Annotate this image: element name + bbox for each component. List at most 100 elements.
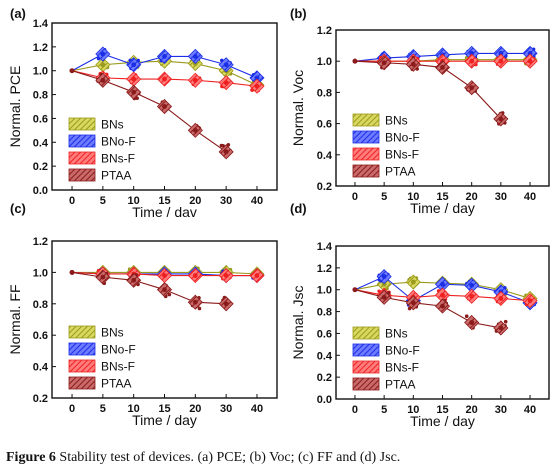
- legend-swatch-bns-f: [68, 151, 96, 165]
- y-tick-label: 0.8: [33, 299, 48, 311]
- data-point: [352, 287, 358, 293]
- data-point: [527, 58, 533, 64]
- y-tick-label: 0.6: [33, 113, 48, 125]
- legend-swatch-bns-f: [68, 359, 96, 373]
- legend-label-bno-f: BNo-F: [101, 135, 136, 149]
- y-tick-label: 0.4: [33, 137, 49, 149]
- data-point: [223, 80, 229, 86]
- y-tick-label: 0.4: [317, 350, 333, 362]
- stability-figure: 0.0 0.2 0.4 0.6 0.8 1.0 1.2 1.4 0 5 10 15 20 30 40 Time…: [7, 6, 550, 429]
- y-tick-label: 0.6: [33, 330, 48, 342]
- panel--a-: 0.0 0.2 0.4 0.6 0.8 1.0 1.2 1.4 0 5 10 15 20 30 40 Time…: [7, 6, 278, 220]
- y-tick-label: 0.6: [317, 119, 332, 131]
- data-point: [100, 77, 106, 83]
- x-axis-title: Time / day: [410, 200, 475, 216]
- x-tick-label: 30: [495, 404, 507, 416]
- y-tick-label: 1.2: [317, 263, 332, 275]
- data-point: [192, 77, 198, 83]
- y-tick-label: 0.8: [317, 87, 332, 99]
- data-point: [410, 279, 416, 285]
- legend-label-ptaa: PTAA: [101, 377, 131, 391]
- data-point: [469, 320, 475, 325]
- y-axis-title: Normal. FF: [7, 285, 23, 355]
- x-tick-label: 20: [466, 404, 478, 416]
- data-point: [440, 65, 445, 70]
- data-point: [131, 277, 137, 283]
- data-point: [192, 299, 198, 305]
- plot-frame: [335, 245, 550, 400]
- caption-text: Stability test of devices. (a) PCE; (b) …: [59, 450, 401, 465]
- x-axis-title: Time / day: [132, 412, 197, 428]
- y-tick-label: 0.6: [317, 328, 332, 340]
- panel--c-: 0.2 0.4 0.6 0.8 1.0 1.2 0 5 10 15 20 30 40 Time / day…: [7, 201, 278, 428]
- x-tick-label: 40: [524, 404, 536, 416]
- data-point: [100, 274, 106, 280]
- legend-swatch-ptaa: [352, 377, 380, 391]
- y-axis-title: Normal. Jsc: [290, 286, 306, 360]
- y-tick-label: 0.2: [33, 161, 48, 173]
- y-tick-label: 0.0: [33, 185, 48, 197]
- legend-swatch-bns: [352, 113, 380, 127]
- data-point: [469, 85, 475, 91]
- x-axis-title: Time / dav: [132, 204, 197, 220]
- legend-swatch-bno-f: [68, 134, 96, 148]
- data-point: [131, 89, 137, 95]
- panel-label: (a): [10, 6, 26, 21]
- x-tick-label: 40: [524, 191, 536, 203]
- legend-swatch-bns: [352, 326, 380, 340]
- series-ptaa: [69, 68, 234, 160]
- legend-label-ptaa: PTAA: [385, 378, 415, 392]
- data-point: [498, 58, 504, 64]
- x-tick-label: 40: [251, 403, 263, 415]
- x-tick-label: 30: [220, 403, 232, 415]
- data-point: [352, 58, 358, 64]
- data-point: [223, 62, 229, 68]
- data-point: [162, 287, 167, 293]
- y-tick-label: 0.2: [33, 393, 48, 405]
- data-point: [100, 62, 106, 68]
- series-bno-f: [69, 46, 265, 86]
- panel-label: (b): [290, 6, 307, 21]
- panel--d-: 0.0 0.2 0.4 0.6 0.8 1.0 1.2 1.4 0 5 10 15 20 30 40 Time…: [290, 201, 550, 429]
- data-point: [410, 61, 416, 67]
- y-tick-label: 1.4: [317, 241, 333, 253]
- data-point: [131, 62, 137, 68]
- data-point: [410, 300, 416, 306]
- y-axis-title: Normal. PCE: [7, 66, 23, 148]
- y-tick-label: 1.2: [33, 42, 48, 54]
- data-point: [223, 149, 229, 155]
- y-tick-label: 1.0: [317, 56, 332, 68]
- x-tick-label: 10: [128, 195, 140, 207]
- x-tick-label: 15: [158, 403, 170, 415]
- legend: BNs BNo-F BNs-F PTAA: [68, 326, 136, 391]
- y-tick-label: 0.4: [317, 150, 333, 162]
- scatter-point: [135, 96, 139, 101]
- y-tick-label: 0.4: [33, 362, 49, 374]
- legend-label-ptaa: PTAA: [101, 169, 131, 183]
- y-tick-label: 1.4: [33, 18, 49, 30]
- figure-caption: Figure 6 Stability test of devices. (a) …: [6, 450, 554, 466]
- data-point: [381, 60, 387, 66]
- y-tick-label: 1.2: [33, 236, 48, 248]
- data-point: [162, 273, 167, 278]
- legend-swatch-ptaa: [68, 168, 96, 182]
- legend-label-bns-f: BNs-F: [101, 360, 135, 374]
- legend-swatch-bno-f: [68, 342, 96, 356]
- data-point: [223, 273, 229, 278]
- legend: BNs BNo-F BNs-F PTAA: [352, 113, 420, 179]
- x-tick-label: 10: [407, 191, 419, 203]
- scatter-point: [167, 292, 172, 297]
- plot-frame: [51, 240, 278, 399]
- data-point: [254, 273, 260, 278]
- legend-label-bno-f: BNo-F: [385, 344, 420, 358]
- data-point: [498, 51, 504, 56]
- y-tick-label: 0.8: [317, 307, 332, 319]
- x-tick-label: 15: [158, 195, 170, 207]
- legend-swatch-bns: [68, 117, 96, 131]
- y-tick-label: 1.0: [33, 66, 48, 78]
- x-axis-title: Time / day: [410, 413, 475, 429]
- data-point: [469, 51, 475, 56]
- data-point: [254, 83, 260, 89]
- data-point: [440, 292, 445, 298]
- series-line: [71, 271, 227, 305]
